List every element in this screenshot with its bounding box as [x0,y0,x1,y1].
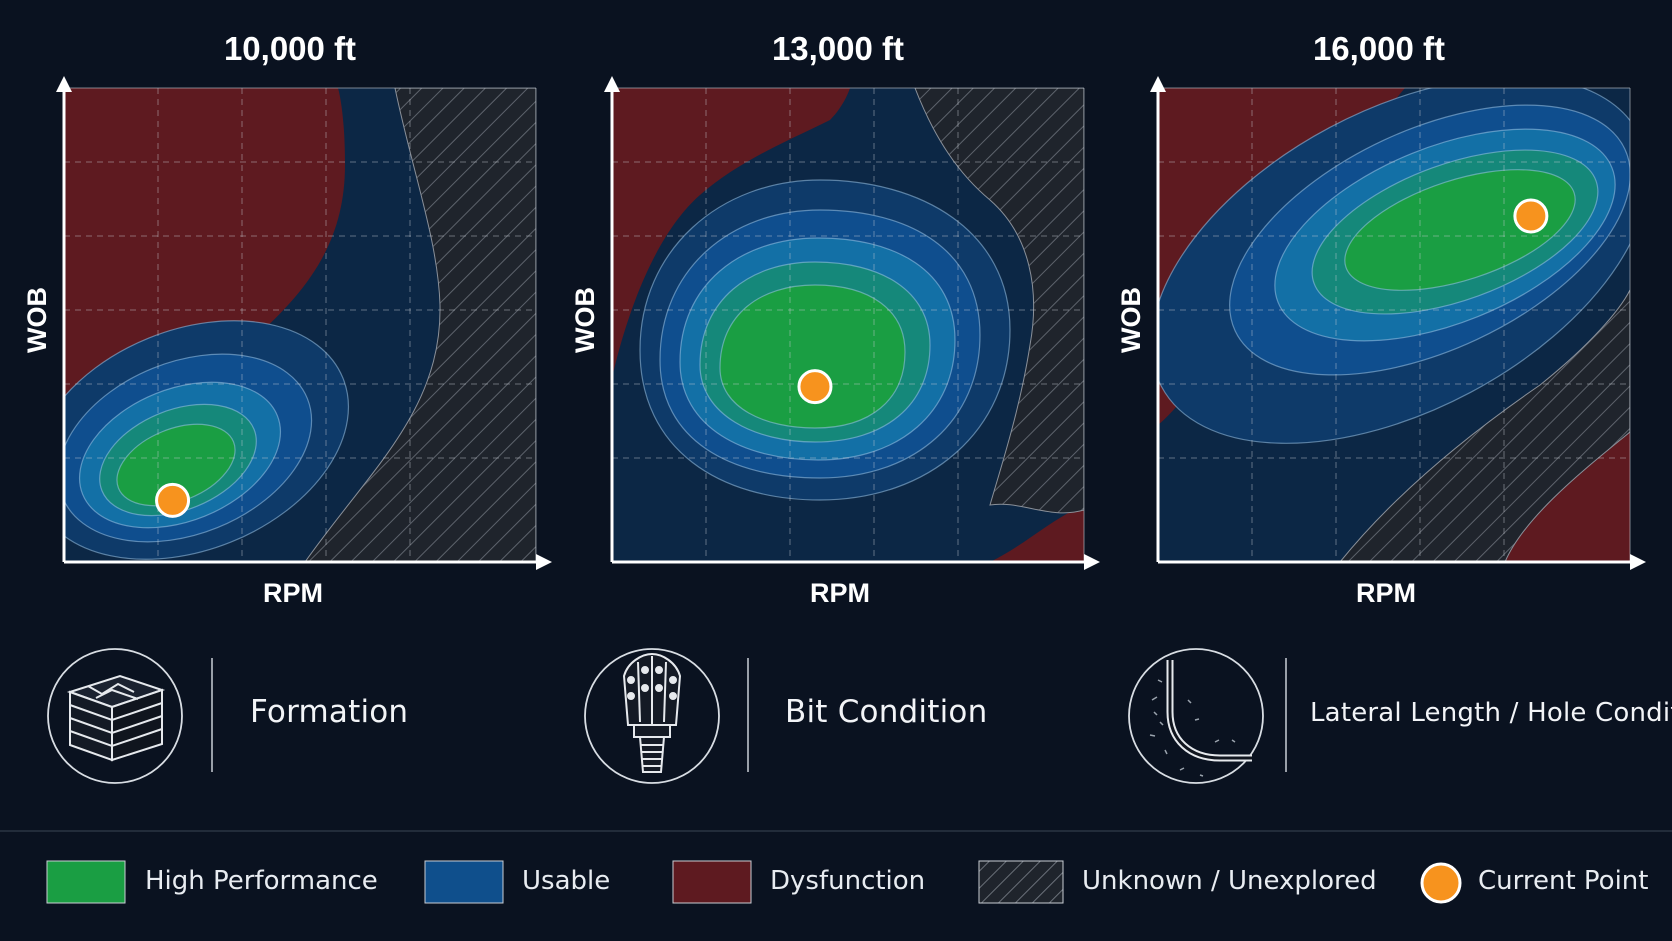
factor-bit-condition [584,648,749,784]
unknown-region [1339,289,1630,562]
legend-swatch-usable [424,860,504,904]
grid-lines [1158,87,1631,562]
legend-swatch-high-performance [46,860,126,904]
legend-label-usable: Usable [522,866,611,896]
current-point-marker [155,482,191,518]
y-axis-label: WOB [1116,287,1146,353]
factor-label-formation: Formation [250,694,409,730]
panel-13000-ft: 13,000 ft [570,30,1100,608]
performance-contours [1158,88,1630,444]
panel-title: 13,000 ft [772,30,904,67]
x-axis-label: RPM [1356,578,1416,608]
y-axis-label: WOB [22,287,52,353]
panel-title: 16,000 ft [1313,30,1445,67]
legend-label-high-performance: High Performance [145,866,378,896]
factor-label-lateral-length: Lateral Length / Hole Condition [1310,698,1672,728]
grid-lines [64,87,537,562]
unknown-region [304,88,536,562]
x-axis-label: RPM [263,578,323,608]
x-axis-label: RPM [810,578,870,608]
performance-contours [64,320,350,560]
drill-bit-icon [622,652,682,773]
factor-formation [47,648,213,784]
factor-lateral-length [1128,648,1287,784]
current-point-marker [1513,198,1549,234]
legend-swatch-unknown [978,860,1064,904]
factor-label-bit-condition: Bit Condition [785,694,988,730]
legend-swatch-current-point [1420,862,1462,904]
formation-layers-icon [66,674,166,762]
panel-10000-ft: 10,000 ft [22,30,552,608]
axes [604,76,1100,570]
axes [1150,76,1646,570]
legend-swatch-dysfunction [672,860,752,904]
legend-label-current-point: Current Point [1478,866,1649,896]
panel-title: 10,000 ft [224,30,356,67]
legend-label-unknown: Unknown / Unexplored [1082,866,1377,896]
panel-16000-ft: 16,000 ft [1116,30,1646,608]
legend [46,860,1462,904]
legend-label-dysfunction: Dysfunction [770,866,926,896]
performance-contours [639,179,1011,501]
current-point-marker [797,369,833,405]
lateral-wellbore-icon [1149,660,1252,777]
grid-lines [612,87,1085,562]
unknown-region [914,88,1084,514]
y-axis-label: WOB [570,287,600,353]
axes [56,76,552,570]
